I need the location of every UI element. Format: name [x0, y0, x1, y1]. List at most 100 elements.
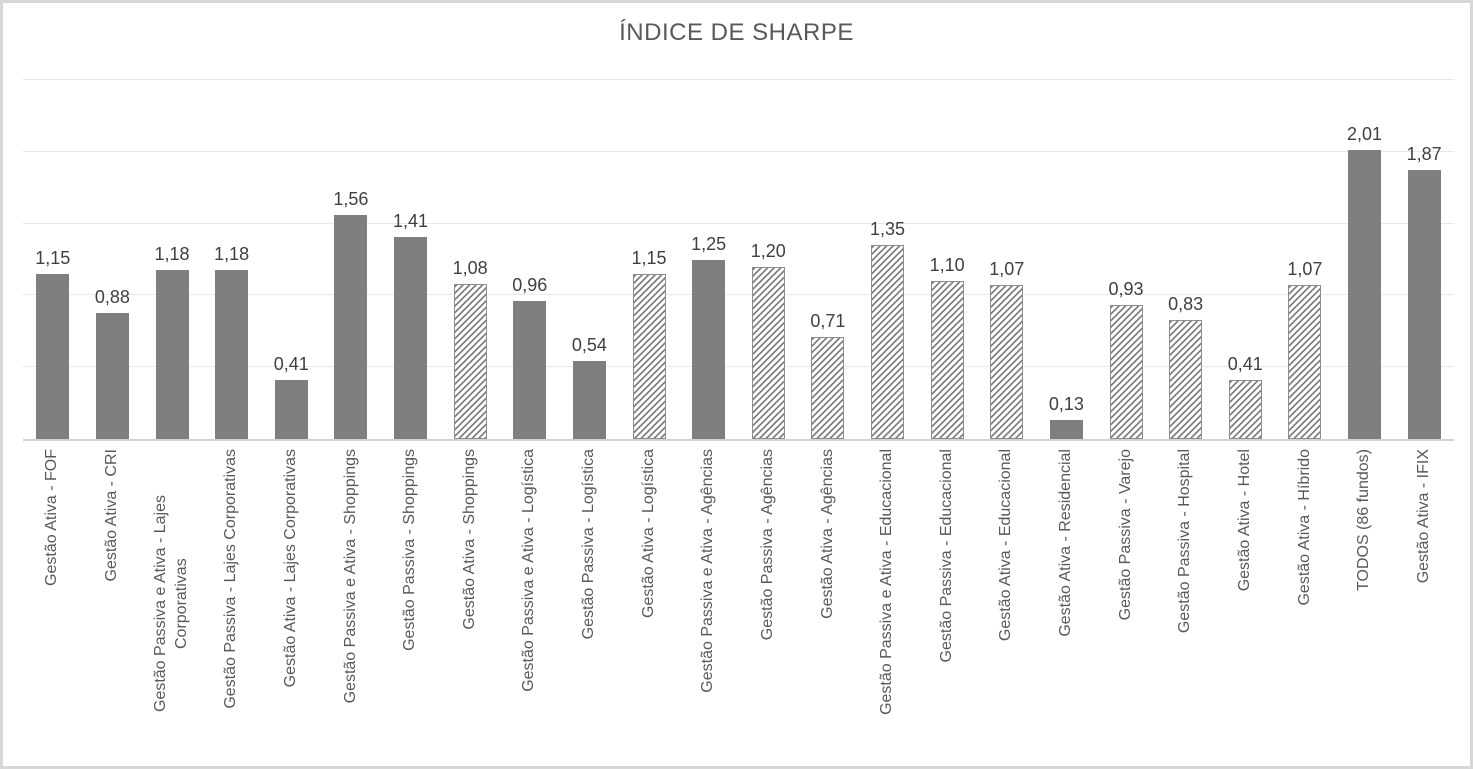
bar-value-label: 0,93 [1108, 279, 1144, 300]
bar-hatched[interactable] [453, 283, 487, 439]
x-axis-label-cell: Gestão Passiva - Educacional [917, 449, 977, 764]
plot-area: 1,15 0,88 1,18 1,18 0,41 1,56 1,41 1,08 0,96 0,54… [23, 79, 1454, 441]
bar-value-label: 1,25 [691, 233, 727, 254]
x-axis-label-cell: Gestão Passiva e Ativa - Educacional [858, 449, 918, 764]
bar-value-label: 1,08 [452, 257, 488, 278]
bar-slot: 2,01 [1335, 80, 1395, 439]
bar-value-label: 1,56 [333, 188, 369, 209]
bar-value-label: 0,96 [512, 275, 548, 296]
x-axis-label: Gestão Passiva - Hospital [1176, 449, 1194, 634]
bar-slot: 1,15 [23, 80, 83, 439]
chart-title: ÍNDICE DE SHARPE [619, 19, 854, 46]
bar-solid[interactable] [36, 273, 70, 439]
bar-slot: 0,13 [1037, 80, 1097, 439]
x-axis-label: Gestão Passiva e Ativa - Lajes Corporati… [152, 495, 191, 713]
bar-value-label: 1,07 [989, 259, 1025, 280]
bar-solid[interactable] [1348, 150, 1382, 439]
bar-value-label: 0,13 [1048, 394, 1084, 415]
bar-hatched[interactable] [811, 337, 845, 439]
bar-slot: 0,54 [560, 80, 620, 439]
bar-value-label: 1,18 [214, 243, 250, 264]
bar-solid[interactable] [334, 214, 368, 439]
bar-value-label: 1,35 [870, 219, 906, 240]
bar-slot: 0,88 [83, 80, 143, 439]
bar-value-label: 1,20 [750, 240, 786, 261]
x-axis-label-cell: Gestão Ativa - FOF [23, 449, 83, 764]
x-axis-label-cell: Gestão Ativa - Lajes Corporativas [262, 449, 322, 764]
bar-hatched[interactable] [1109, 305, 1143, 439]
x-axis-label-cell: Gestão Ativa - IFIX [1394, 449, 1454, 764]
x-axis-label: Gestão Ativa - Agências [818, 449, 836, 619]
x-axis-label-cell: Gestão Ativa - CRI [83, 449, 143, 764]
x-axis-label-cell: Gestão Passiva - Logística [560, 449, 620, 764]
x-axis-label: Gestão Passiva - Varejo [1116, 449, 1134, 621]
gridline [23, 366, 1454, 368]
bar-slot: 1,20 [739, 80, 799, 439]
bar-slot: 1,18 [202, 80, 262, 439]
x-axis-label-cell: Gestão Ativa - Educacional [977, 449, 1037, 764]
x-axis-label-cell: Gestão Ativa - Híbrido [1275, 449, 1335, 764]
x-axis-label: Gestão Passiva - Shoppings [401, 449, 419, 651]
bar-solid[interactable] [274, 380, 308, 439]
x-axis-label: Gestão Ativa - Educacional [997, 449, 1015, 642]
bar-value-label: 0,54 [571, 335, 607, 356]
bar-solid[interactable] [215, 269, 249, 439]
x-axis-label-cell: Gestão Ativa - Agências [798, 449, 858, 764]
bar-solid[interactable] [513, 301, 547, 439]
x-axis-label: Gestão Passiva e Ativa - Logística [520, 449, 538, 692]
x-axis-label-cell: Gestão Ativa - Hotel [1216, 449, 1276, 764]
bar-slot: 1,08 [440, 80, 500, 439]
bar-hatched[interactable] [632, 273, 666, 439]
bar-solid[interactable] [155, 269, 189, 439]
bar-value-label: 1,18 [154, 243, 190, 264]
bar-solid[interactable] [572, 361, 606, 439]
x-axis-label-cell: Gestão Passiva - Hospital [1156, 449, 1216, 764]
x-axis-label: Gestão Ativa - FOF [43, 449, 61, 586]
bar-slot: 0,93 [1096, 80, 1156, 439]
x-axis-label: Gestão Passiva e Ativa - Educacional [878, 449, 896, 715]
bar-slot: 1,41 [381, 80, 441, 439]
bar-solid[interactable] [692, 259, 726, 439]
gridline [23, 79, 1454, 80]
bar-slot: 1,07 [1275, 80, 1335, 439]
bar-value-label: 0,41 [1227, 354, 1263, 375]
bar-hatched[interactable] [990, 285, 1024, 439]
bar-value-label: 0,71 [810, 311, 846, 332]
x-axis-label: Gestão Passiva - Lajes Corporativas [222, 449, 240, 709]
x-axis-label: Gestão Passiva - Agências [758, 449, 776, 641]
bar-slot: 0,41 [262, 80, 322, 439]
bar-solid[interactable] [1407, 170, 1441, 439]
x-axis-label-cell: Gestão Passiva e Ativa - Lajes Corporati… [142, 449, 202, 764]
bar-hatched[interactable] [1228, 380, 1262, 439]
bar-slot: 0,83 [1156, 80, 1216, 439]
x-axis-label: TODOS (86 fundos) [1355, 449, 1373, 591]
bar-value-label: 0,83 [1168, 293, 1204, 314]
bar-hatched[interactable] [930, 281, 964, 439]
bar-value-label: 1,07 [1287, 259, 1323, 280]
x-axis-label-cell: Gestão Passiva e Ativa - Logística [500, 449, 560, 764]
x-axis-label-cell: Gestão Ativa - Shoppings [440, 449, 500, 764]
x-axis-label: Gestão Passiva - Educacional [937, 449, 955, 663]
x-axis-label-cell: Gestão Passiva - Agências [739, 449, 799, 764]
bar-hatched[interactable] [1288, 285, 1322, 439]
bar-value-label: 1,15 [35, 247, 71, 268]
bar-hatched[interactable] [751, 266, 785, 439]
x-axis-label: Gestão Passiva - Logística [580, 449, 598, 640]
bar-hatched[interactable] [1169, 319, 1203, 439]
bar-slot: 0,71 [798, 80, 858, 439]
bar-value-label: 1,41 [393, 210, 429, 231]
bar-slot: 1,15 [619, 80, 679, 439]
x-axis-label: Gestão Passiva e Ativa - Agências [699, 449, 717, 693]
bar-solid[interactable] [1049, 420, 1083, 439]
x-axis-label: Gestão Ativa - Lajes Corporativas [281, 449, 299, 688]
bar-slot: 1,35 [858, 80, 918, 439]
x-axis-label-cell: Gestão Passiva - Varejo [1096, 449, 1156, 764]
x-axis-label: Gestão Ativa - IFIX [1414, 449, 1432, 584]
x-axis-label: Gestão Ativa - Logística [639, 449, 657, 618]
bar-hatched[interactable] [871, 245, 905, 439]
bar-solid[interactable] [394, 236, 428, 439]
x-axis-label-cell: Gestão Passiva e Ativa - Agências [679, 449, 739, 764]
x-axis-label: Gestão Ativa - Hotel [1235, 449, 1253, 592]
bar-solid[interactable] [95, 312, 129, 439]
